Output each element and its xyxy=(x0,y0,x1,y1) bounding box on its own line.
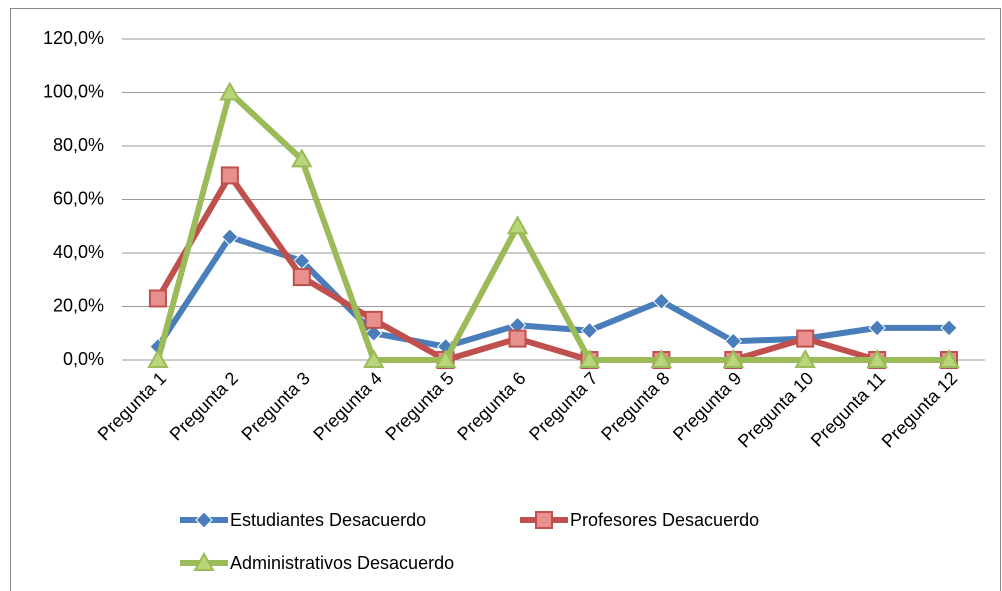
data-point xyxy=(365,324,383,342)
data-point xyxy=(364,310,383,329)
data-point xyxy=(650,348,673,368)
y-tick-label: 80,0% xyxy=(53,135,104,155)
y-tick-label: 40,0% xyxy=(53,242,104,262)
series-line xyxy=(155,89,950,363)
series-line xyxy=(155,172,950,363)
legend-label: Estudiantes Desacuerdo xyxy=(230,510,426,530)
data-point xyxy=(220,166,239,185)
data-point xyxy=(291,148,313,168)
data-point xyxy=(221,228,239,246)
data-point xyxy=(219,81,241,101)
data-point xyxy=(362,348,385,368)
data-point xyxy=(940,319,958,337)
y-tick-label: 120,0% xyxy=(43,28,104,48)
data-point xyxy=(794,348,816,368)
data-point xyxy=(868,319,886,337)
legend-marker xyxy=(195,511,213,529)
y-tick-label: 0,0% xyxy=(63,349,104,369)
data-point xyxy=(578,348,601,368)
data-point xyxy=(147,348,169,368)
y-tick-label: 60,0% xyxy=(53,188,104,208)
legend-marker xyxy=(535,511,553,529)
data-point xyxy=(506,215,529,235)
data-point xyxy=(652,292,671,310)
data-point xyxy=(866,348,888,368)
legend-label: Administrativos Desacuerdo xyxy=(230,553,454,573)
data-point xyxy=(508,329,527,348)
legend-label: Profesores Desacuerdo xyxy=(570,510,759,530)
data-point xyxy=(580,321,599,340)
data-point xyxy=(938,348,960,368)
legend-marker xyxy=(193,551,215,571)
y-tick-label: 20,0% xyxy=(53,295,104,315)
data-point xyxy=(148,289,167,308)
y-tick-label: 100,0% xyxy=(43,81,104,101)
data-point xyxy=(434,348,457,368)
data-point xyxy=(292,268,311,287)
data-point xyxy=(796,329,815,348)
data-point xyxy=(722,348,745,368)
